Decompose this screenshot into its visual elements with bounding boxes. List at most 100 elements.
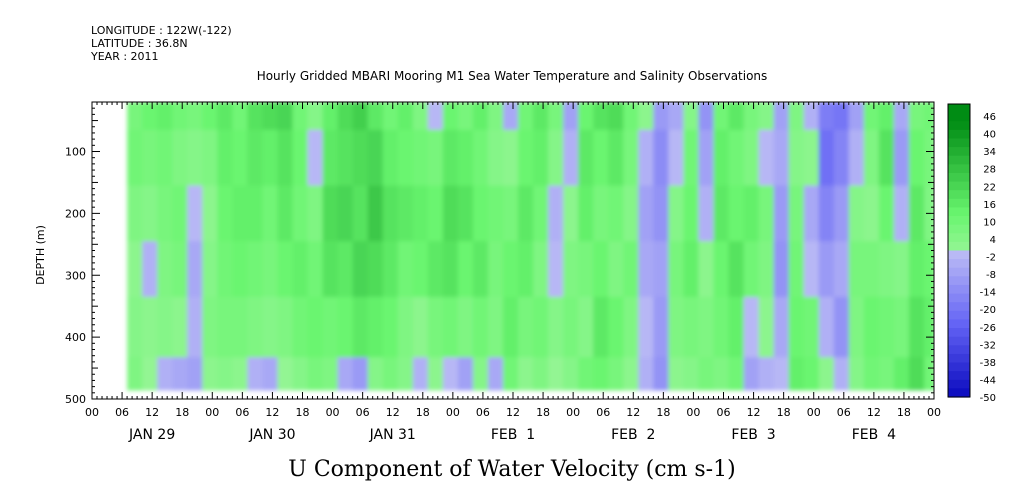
y-axis-label: DEPTH (m)	[34, 225, 47, 285]
heatmap-cell	[442, 129, 459, 187]
heatmap-cell	[863, 102, 880, 131]
colorbar-swatch	[948, 241, 970, 252]
heatmap-cell	[518, 296, 534, 359]
heatmap-cell	[502, 185, 519, 243]
heatmap-cell	[172, 185, 189, 243]
heatmap-cell	[818, 296, 835, 359]
heatmap-cell	[307, 185, 324, 243]
heatmap-cell	[217, 241, 234, 298]
heatmap-cell	[713, 129, 730, 187]
colorbar-swatch	[948, 345, 970, 355]
heatmap-cell	[623, 357, 640, 391]
heatmap-cell	[863, 241, 880, 298]
colorbar-swatch	[948, 216, 970, 226]
heatmap-cell	[728, 357, 745, 391]
colorbar-label: -26	[980, 323, 996, 334]
heatmap-cell	[788, 129, 805, 187]
heatmap-cell	[427, 129, 444, 187]
heatmap-cell	[142, 357, 158, 391]
heatmap-cell	[142, 102, 158, 131]
x-hour-label: 00	[927, 406, 941, 419]
heatmap-cell	[322, 102, 339, 131]
heatmap-cell	[247, 241, 264, 298]
heatmap-cell	[788, 357, 805, 391]
heatmap-cell	[217, 129, 234, 187]
heatmap-cell	[397, 241, 414, 298]
heatmap-cell	[487, 241, 504, 298]
heatmap-cell	[262, 185, 279, 243]
heatmap-cell	[337, 129, 354, 187]
heatmap-cell	[548, 129, 564, 187]
heatmap-cell	[683, 241, 700, 298]
colorbar-label: 40	[983, 130, 996, 141]
heatmap-cell	[833, 185, 850, 243]
heatmap-cell	[608, 129, 625, 187]
heatmap-cell	[803, 296, 820, 359]
heatmap-cell	[653, 102, 670, 131]
x-hour-label: 06	[717, 406, 731, 419]
heatmap-cell	[412, 102, 429, 131]
heatmap-cell	[472, 357, 489, 391]
latitude-label: LATITUDE : 36.8N	[91, 37, 188, 50]
heatmap-cell	[187, 357, 204, 391]
heatmap-cell	[923, 129, 934, 187]
heatmap-cell	[442, 296, 459, 359]
heatmap-cell	[487, 102, 504, 131]
heatmap-cell	[127, 241, 143, 298]
longitude-label: LONGITUDE : 122W(-122)	[91, 24, 232, 37]
colorbar-label: -32	[980, 340, 996, 351]
heatmap-cell	[908, 185, 925, 243]
heatmap-cell	[593, 357, 610, 391]
colorbar-label: 34	[983, 147, 996, 158]
heatmap-cell	[382, 241, 399, 298]
heatmap-cell	[337, 102, 354, 131]
colorbar-swatch	[948, 181, 970, 191]
heatmap-cell	[653, 357, 670, 391]
heatmap-cell	[157, 102, 173, 131]
heatmap-cell	[157, 185, 173, 243]
heatmap-cell	[127, 185, 143, 243]
heatmap-cell	[502, 357, 519, 391]
heatmap-cell	[412, 185, 429, 243]
heatmap-cell	[518, 241, 534, 298]
x-hour-label: 18	[416, 406, 430, 419]
heatmap-cell	[427, 102, 444, 131]
heatmap-cell	[908, 129, 925, 187]
heatmap-cell	[472, 296, 489, 359]
heatmap-cell	[683, 102, 700, 131]
heatmap-cell	[352, 241, 369, 298]
x-hour-label: 18	[536, 406, 550, 419]
heatmap-cell	[833, 357, 850, 391]
heatmap-cell	[502, 102, 519, 131]
heatmap-cell	[187, 102, 204, 131]
heatmap-cell	[758, 241, 775, 298]
x-hour-label: 12	[386, 406, 400, 419]
heatmap-cell	[337, 357, 354, 391]
heatmap-cell	[593, 129, 610, 187]
heatmap-cell	[833, 102, 850, 131]
x-day-label: FEB 3	[731, 427, 775, 443]
heatmap-cell	[593, 102, 610, 131]
x-hour-label: 06	[837, 406, 851, 419]
heatmap-cell	[217, 357, 234, 391]
heatmap-cell	[758, 357, 775, 391]
heatmap-cell	[638, 296, 655, 359]
heatmap-cell	[427, 185, 444, 243]
heatmap-cell	[728, 129, 745, 187]
heatmap-cell	[533, 129, 549, 187]
heatmap-cell	[427, 296, 444, 359]
heatmap-cell	[578, 129, 594, 187]
heatmap-cell	[277, 129, 294, 187]
heatmap-cell	[563, 129, 579, 187]
heatmap-field	[127, 102, 934, 391]
heatmap-cell	[653, 185, 670, 243]
x-hour-label: 12	[867, 406, 881, 419]
heatmap-cell	[262, 357, 279, 391]
colorbar-swatch	[948, 284, 970, 295]
colorbar-swatch	[948, 250, 970, 260]
heatmap-cell	[487, 129, 504, 187]
heatmap-cell	[668, 241, 685, 298]
colorbar-label: -50	[980, 393, 996, 404]
heatmap-cell	[923, 296, 934, 359]
heatmap-cell	[848, 296, 865, 359]
